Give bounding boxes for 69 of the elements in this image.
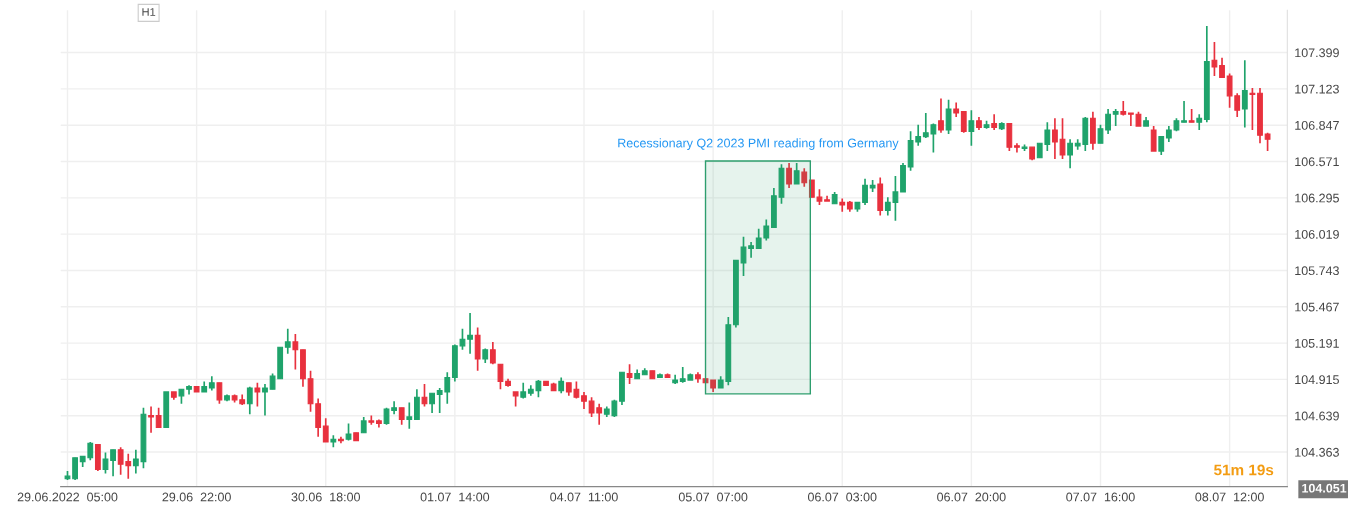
candlestick — [155, 406, 162, 429]
candlestick — [421, 383, 428, 408]
candlestick — [1219, 56, 1225, 79]
x-tick-label: 29.06.2022 05:00 — [17, 492, 118, 502]
candlestick — [406, 401, 413, 430]
candlestick — [102, 451, 109, 475]
y-tick-label: 106.019 — [1295, 229, 1339, 239]
candlestick — [1241, 59, 1248, 129]
candlestick — [945, 98, 952, 135]
y-tick-label: 106.295 — [1295, 193, 1339, 203]
candlestick — [1120, 100, 1127, 117]
text: 104.051 — [1302, 483, 1347, 493]
candlestick — [246, 385, 253, 416]
candlestick — [1158, 135, 1165, 156]
y-tick-label: 105.743 — [1295, 266, 1339, 276]
x-tick-label: 08.07 12:00 — [1195, 492, 1264, 502]
candlestick — [839, 197, 846, 213]
candlestick — [467, 312, 473, 355]
y-tick-label: 104.915 — [1295, 375, 1339, 385]
candlestick — [626, 363, 633, 385]
candlestick — [1181, 100, 1187, 123]
candlestick — [413, 388, 420, 421]
x-tick-label: 05.07 07:00 — [678, 492, 748, 502]
candlestick — [262, 383, 268, 417]
x-tick-label: 30.06 18:00 — [291, 492, 361, 502]
candlestick — [1059, 117, 1066, 160]
candlestick — [968, 109, 975, 147]
x-tick-label: 07.07 16:00 — [1066, 492, 1135, 502]
y-tick-label: 104.363 — [1295, 447, 1339, 457]
y-tick-label: 104.639 — [1295, 411, 1339, 421]
candlestick — [960, 110, 967, 134]
candlestick — [284, 327, 291, 355]
candlestick — [1211, 41, 1218, 77]
candlestick — [497, 363, 504, 391]
candlestick — [216, 381, 223, 405]
candlestick — [1105, 108, 1111, 135]
candlestick — [793, 162, 800, 185]
candlestick — [429, 392, 435, 414]
candlestick — [322, 417, 329, 443]
candlestick — [1067, 138, 1074, 170]
y-tick-label: 105.467 — [1295, 302, 1339, 312]
x-tick-label: 01.07 14:00 — [420, 492, 490, 502]
candlestick — [786, 162, 792, 189]
x-tick-label: 29.06 22:00 — [162, 492, 231, 502]
candlestick — [110, 448, 116, 477]
annotation: Recessionary Q2 2023 PMI reading from Germany — [618, 138, 899, 150]
y-tick-label: 107.123 — [1295, 84, 1339, 94]
candlestick — [292, 333, 299, 371]
candlestick — [1150, 125, 1157, 152]
x-tick-label: 06.07 20:00 — [937, 492, 1006, 502]
x-tick-label: 04.07 11:00 — [550, 492, 618, 502]
y-tick-label: 106.571 — [1295, 157, 1339, 167]
candlestick — [938, 97, 944, 134]
y-tick-label: 107.399 — [1295, 48, 1339, 58]
x-tick-label: 06.07 03:00 — [807, 492, 877, 502]
candlestick — [148, 405, 154, 434]
annotation: H1 — [142, 8, 156, 16]
candlestick — [1097, 123, 1104, 145]
candlestick — [801, 167, 808, 188]
y-tick-label: 106.847 — [1295, 120, 1339, 130]
candlestick — [1052, 117, 1058, 160]
annotation: 51m 19s — [1214, 464, 1274, 476]
y-tick-label: 105.191 — [1295, 338, 1339, 348]
candlestick — [474, 326, 481, 372]
candlestick — [1006, 122, 1013, 152]
candlestick — [1112, 108, 1119, 127]
candlestick — [254, 381, 261, 408]
candlestick — [862, 177, 868, 206]
candlestick — [1249, 87, 1256, 131]
